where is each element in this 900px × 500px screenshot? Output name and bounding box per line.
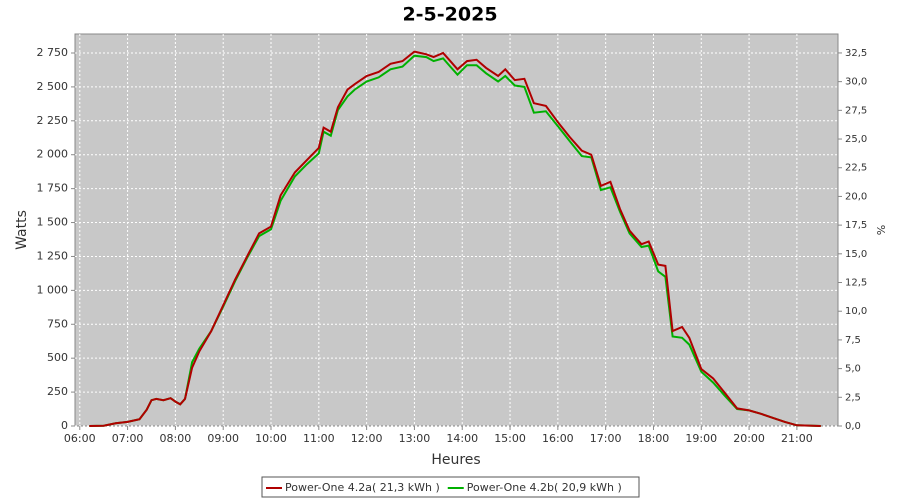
y-tick-label: 1 500 — [37, 216, 69, 229]
y2-tick-label: 20,0 — [845, 191, 867, 202]
x-tick-label: 14:00 — [446, 432, 478, 445]
y2-tick-label: 10,0 — [845, 306, 867, 317]
y-tick-label: 750 — [47, 317, 68, 330]
y2-tick-label: 0,0 — [845, 421, 861, 432]
x-tick-label: 16:00 — [542, 432, 574, 445]
x-tick-label: 12:00 — [351, 432, 383, 445]
y2-tick-label: 12,5 — [845, 278, 867, 289]
y-tick-label: 2 500 — [37, 80, 69, 93]
chart-title: 2-5-2025 — [402, 4, 497, 26]
x-tick-label: 10:00 — [255, 432, 287, 445]
legend-label: Power-One 4.2a( 21,3 kWh ) — [285, 481, 440, 494]
y-tick-label: 2 250 — [37, 114, 69, 127]
y2-tick-label: 15,0 — [845, 249, 867, 260]
x-tick-label: 09:00 — [207, 432, 239, 445]
y2-tick-label: 25,0 — [845, 134, 867, 145]
y2-tick-label: 2,5 — [845, 392, 861, 403]
y2-tick-label: 30,0 — [845, 77, 867, 88]
y-tick-label: 1 750 — [37, 182, 69, 195]
y2-tick-label: 7,5 — [845, 335, 861, 346]
x-tick-label: 18:00 — [638, 432, 670, 445]
y-tick-label: 2 000 — [37, 148, 69, 161]
y2-axis-label: % — [875, 225, 888, 235]
x-tick-label: 06:00 — [64, 432, 96, 445]
y-tick-label: 250 — [47, 385, 68, 398]
y-axis-label: Watts — [14, 210, 30, 250]
plot-area — [74, 33, 839, 427]
x-axis-label: Heures — [431, 452, 480, 468]
y-tick-label: 500 — [47, 351, 68, 364]
y2-tick-label: 32,5 — [845, 48, 867, 59]
x-tick-label: 11:00 — [303, 432, 335, 445]
x-tick-label: 07:00 — [112, 432, 144, 445]
series-line — [89, 50, 821, 427]
x-tick-label: 21:00 — [781, 432, 813, 445]
y-tick-label: 1 250 — [37, 249, 69, 262]
y-tick-label: 1 000 — [37, 283, 69, 296]
legend-label: Power-One 4.2b( 20,9 kWh ) — [467, 481, 622, 494]
x-tick-label: 19:00 — [685, 432, 717, 445]
x-tick-label: 13:00 — [399, 432, 431, 445]
x-tick-label: 15:00 — [494, 432, 526, 445]
y2-tick-label: 27,5 — [845, 105, 867, 116]
x-tick-label: 08:00 — [160, 432, 192, 445]
y-tick-label: 2 750 — [37, 46, 69, 59]
y2-tick-label: 22,5 — [845, 163, 867, 174]
x-tick-label: 20:00 — [733, 432, 765, 445]
y2-tick-label: 17,5 — [845, 220, 867, 231]
y2-tick-label: 5,0 — [845, 364, 861, 375]
y-tick-label: 0 — [61, 419, 68, 432]
x-tick-label: 17:00 — [590, 432, 622, 445]
